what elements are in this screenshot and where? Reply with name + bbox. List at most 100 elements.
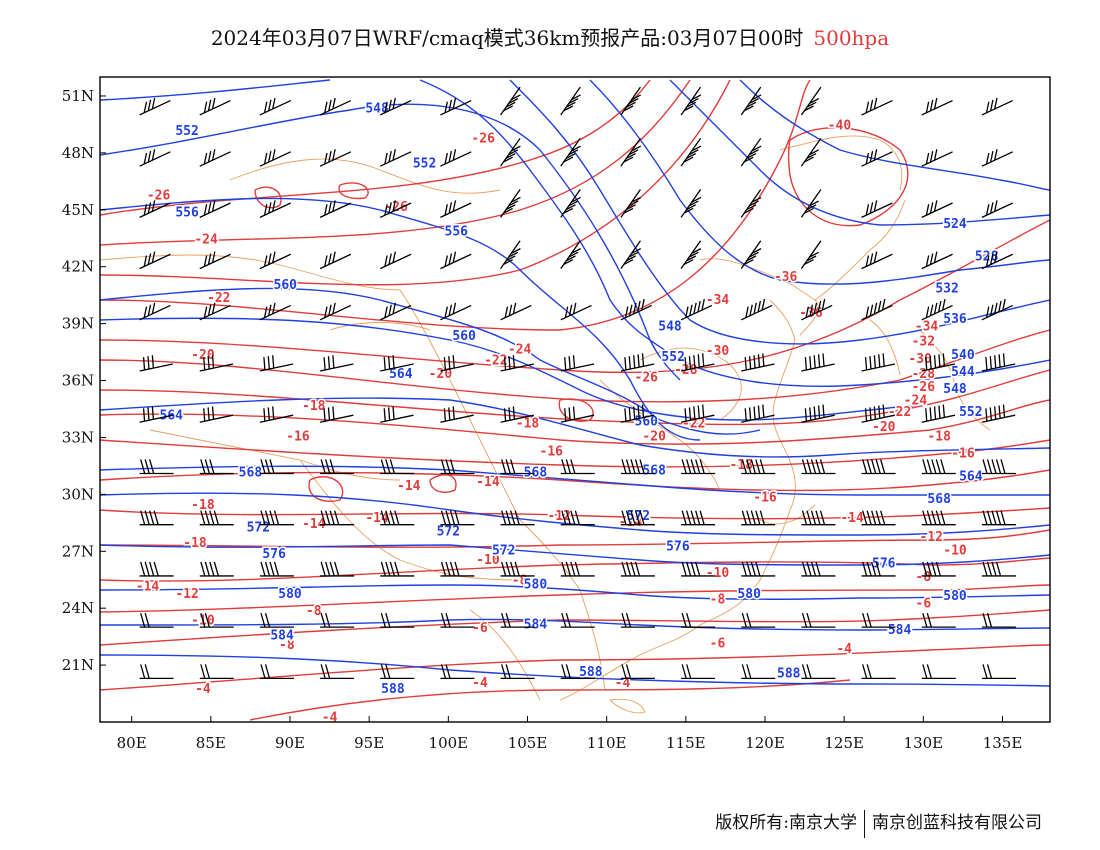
wind-barb [560,189,581,218]
wind-barb [740,86,762,116]
wind-barb [681,612,716,628]
wind-barb [681,561,716,577]
wind-barb [319,302,352,321]
wind-barb [981,664,1016,680]
height-label: 552 [959,405,982,420]
wind-barb [740,189,762,218]
wind-barb [921,149,953,167]
wind-barb [861,251,893,270]
wind-barb [861,561,896,577]
wind-barb [199,251,231,270]
height-label: 580 [737,587,761,602]
wind-barb [500,612,535,628]
wind-barb [139,459,174,475]
height-label: 588 [579,665,603,680]
isotherm-label: -10 [706,566,730,581]
isotherm-label: -28 [912,367,936,382]
wind-barb [259,149,292,167]
isotherm-label: -12 [547,509,570,524]
plot-frame [99,76,1051,723]
wind-barb [801,561,836,577]
wind-barb [620,664,655,680]
wind-barb [440,97,472,116]
wind-barb [740,298,773,321]
y-tick-label: 39N [62,315,94,333]
wind-barb [560,612,595,628]
wind-barb [560,302,592,321]
wind-barb [440,251,472,270]
isotherm-label: -26 [912,380,936,395]
height-label: 584 [888,623,912,638]
isotherm-label: -30 [908,352,932,367]
wind-barb [139,406,173,423]
isotherm-label: -4 [615,676,631,691]
wind-barb [380,510,415,526]
wind-barb [921,664,956,680]
wind-barb [319,406,354,423]
footer-separator [864,809,865,838]
wind-barb [199,561,234,577]
wind-barb [199,459,234,475]
wind-barb [139,251,171,270]
height-label: 540 [951,348,975,363]
wind-barb [139,664,174,680]
wind-barb [259,200,292,218]
wind-barb [440,355,474,372]
wind-barb [680,240,702,269]
wind-barb [620,561,655,577]
wind-barb [259,97,292,116]
isotherm-label: -24 [508,342,532,357]
wind-barb [861,510,896,526]
y-tick-label: 33N [62,428,94,446]
height-label: 580 [278,587,302,602]
wind-barb [981,251,1014,270]
height-label: 572 [492,543,515,558]
wind-barb [620,240,642,269]
wind-barb [560,664,595,680]
height-label: 552 [175,124,198,139]
height-label: 532 [935,282,958,297]
wind-barb [800,240,822,269]
isotherm-label: -12 [175,587,198,602]
x-tick-label: 125E [824,734,864,752]
height-label: 584 [524,617,548,632]
height-label: 588 [777,667,801,682]
wind-barb [319,355,354,372]
isotherm-label: -14 [397,479,421,494]
isotherm-label: -22 [682,416,705,431]
wind-barb [861,97,893,116]
isotherm-label: -8 [306,604,322,619]
wind-barb [680,86,702,116]
wind-barb [981,510,1016,526]
wind-barb [620,459,655,475]
wind-barb [440,459,475,475]
height-label: 568 [524,466,548,481]
height-label: 552 [413,156,436,171]
wind-barb [800,189,822,218]
height-label: 572 [247,521,270,536]
wind-barb [921,97,953,116]
wind-barb [380,406,414,423]
wind-barb [139,612,174,628]
title-text: 2024年03月07日WRF/cmaq模式36km预报产品:03月07日00时 [210,26,804,50]
isotherm-label: -6 [472,621,488,636]
longitude-axis: 80E 85E 90E 95E 100E 105E 110E 115E 120E 125E 130E… [117,716,1022,752]
wind-barb [259,302,292,321]
y-tick-label: 36N [62,372,94,390]
wind-barb [861,664,896,680]
wind-barb [981,298,1014,321]
wind-barb [500,302,532,321]
wind-barb [259,251,292,270]
isotherm-label: -34 [915,320,939,335]
map-layers: -26-26-26-24-22-20-18-16-14 -14-18-18-14-… [100,79,1050,722]
x-tick-label: 120E [745,734,785,752]
wind-barb [440,302,472,321]
isotherm-label: -24 [904,394,928,409]
wind-barb [620,510,655,526]
copyright-right: 南京创蓝科技有限公司 [872,813,1042,833]
height-label: 524 [943,217,967,232]
wind-barb [199,302,231,321]
wind-barb [801,664,836,680]
latitude-axis: 51N 48N 45N 42N 39N 36N 33N 30N 27N 24N 21N [62,87,106,674]
y-tick-label: 42N [62,258,94,276]
